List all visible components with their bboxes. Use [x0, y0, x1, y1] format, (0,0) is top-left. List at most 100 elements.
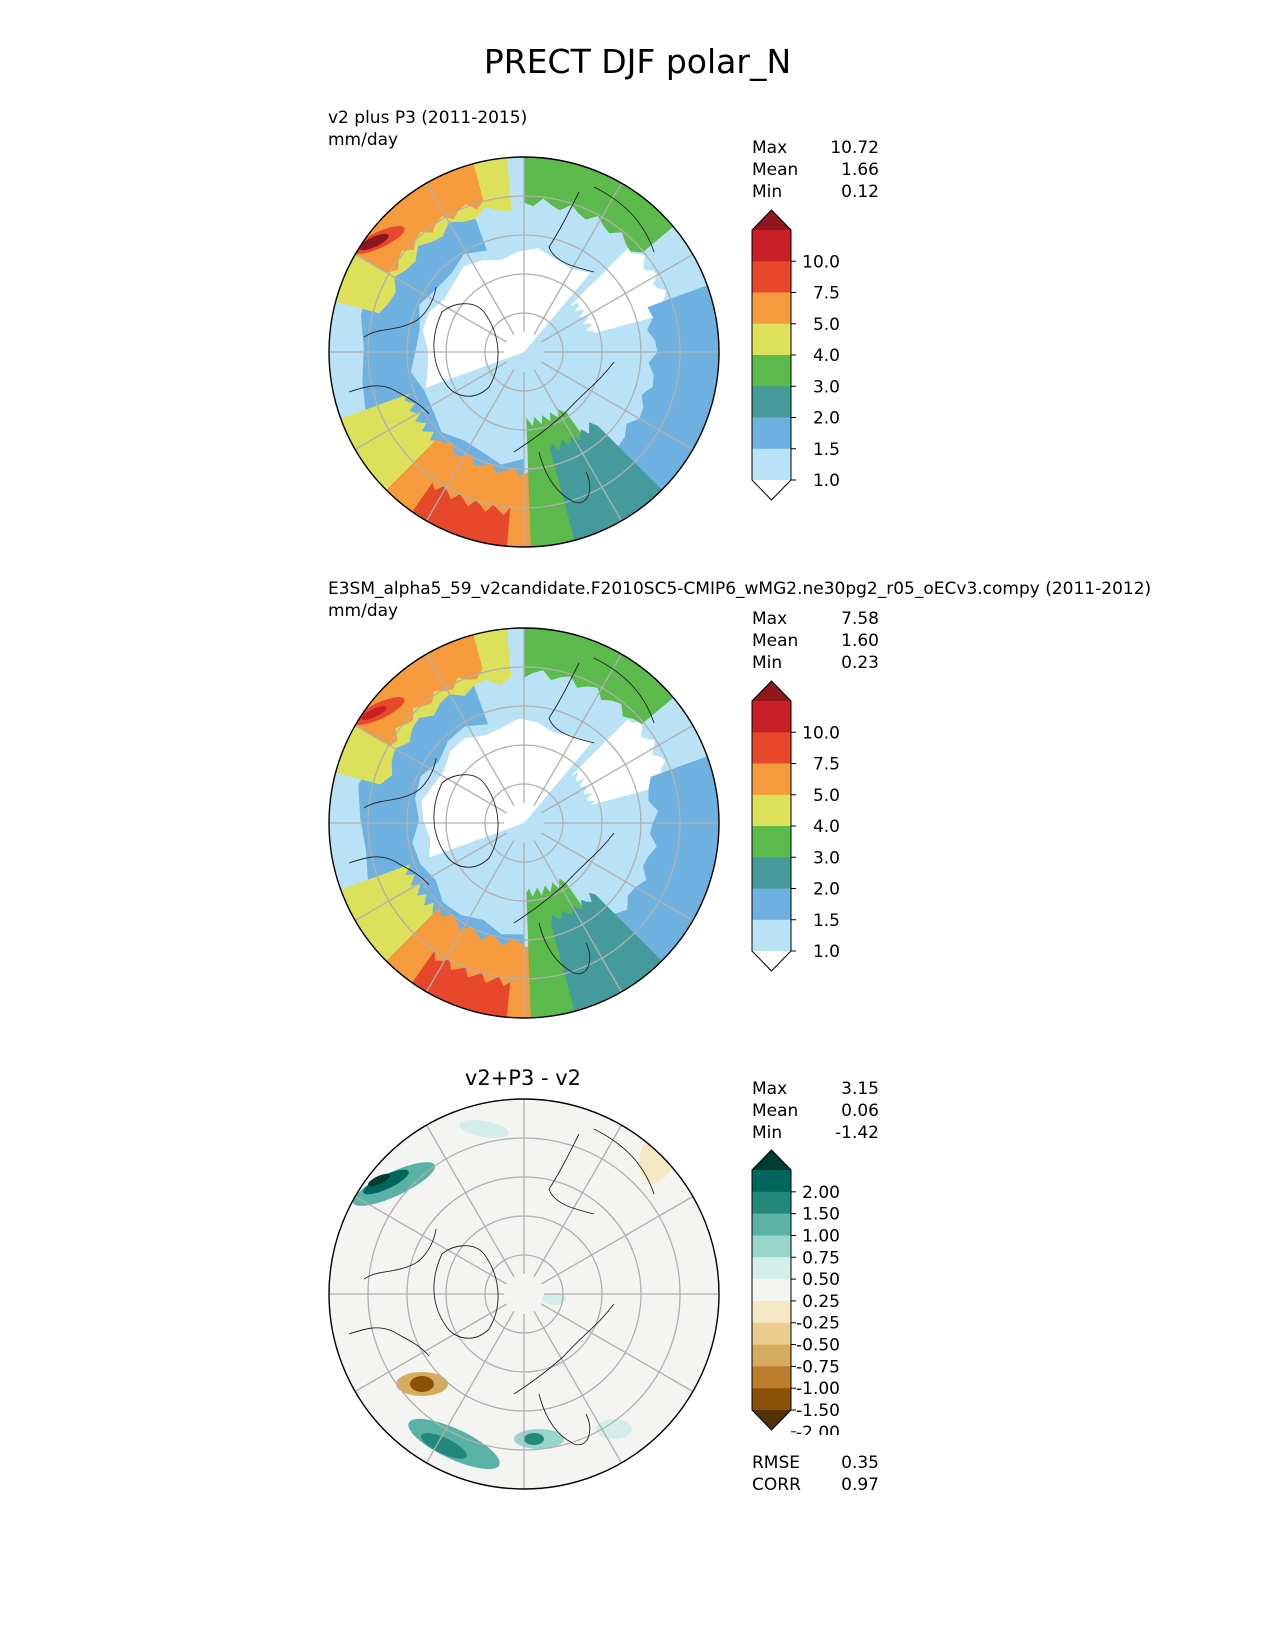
rmse-label: RMSE: [752, 1453, 801, 1473]
corr-label: CORR: [752, 1475, 801, 1495]
panel-1-stats: Max 10.72 Mean 1.66 Min 0.12: [752, 137, 879, 203]
coastline-path: [363, 757, 437, 809]
coastline-path: [348, 1327, 430, 1357]
coastline-path: [348, 856, 430, 886]
colorbar-tick-label: -1.00: [796, 1379, 840, 1399]
colorbar-box: [752, 1213, 791, 1236]
coastline-path: [513, 1303, 615, 1395]
panel-3-map: [328, 1098, 720, 1490]
colorbar-box: [752, 261, 791, 294]
colorbar-ticks: -2.00 -1.50-1.00-0.75-0.50-0.250.250.500.…: [791, 1183, 840, 1435]
colorbar-box: [752, 292, 791, 325]
panel-3-colorbar: -2.00 -1.50-1.00-0.75-0.50-0.250.250.500.…: [751, 1149, 840, 1435]
panel-2-units: mm/day: [328, 601, 399, 621]
colorbar-tick-label: 2.0: [813, 880, 840, 900]
field-region-north-atlantic: [409, 482, 511, 547]
colorbar-tick-label: 2.00: [802, 1183, 840, 1203]
coastline-path: [363, 1228, 437, 1280]
stat-min-label: Min: [752, 1123, 783, 1143]
stat-mean-value: 1.60: [841, 631, 879, 651]
coastline-path: [593, 1128, 655, 1195]
stat-min-value: 0.23: [841, 653, 879, 673]
figure-title: PRECT DJF polar_N: [483, 42, 792, 81]
colorbar-tick-label: 2.0: [813, 409, 840, 429]
panel-2-colorbar: 0.5 1.0 1.5 2.0 3.0 4.0 5.0 7.5 10.0: [751, 680, 840, 976]
colorbar-extend-min: [752, 480, 791, 500]
colorbar-tick-label: 1.5: [813, 440, 840, 460]
map-boundary: [328, 156, 720, 548]
colorbar-box: [752, 1344, 791, 1367]
meridian-line: [354, 253, 508, 343]
stat-mean-label: Mean: [752, 160, 799, 180]
field-region-greenland-coast: [524, 628, 678, 725]
meridian-line: [540, 832, 694, 922]
diff-region-north-pacific: [363, 1169, 409, 1195]
meridian-line: [354, 1303, 508, 1393]
meridian-line: [533, 1124, 623, 1278]
meridian-line: [425, 182, 515, 336]
colorbar-tick-label: 4.0: [813, 817, 840, 837]
colorbar-extend-max: [752, 681, 791, 701]
colorbar-box: [752, 1279, 791, 1302]
colorbar-box: [752, 826, 791, 858]
field-region-greenland-coast: [524, 157, 678, 253]
field-region-arctic-ocean: [422, 248, 591, 388]
colorbar-tick-label: 0.25: [802, 1292, 840, 1312]
colorbar-ticks: 0.5 1.0 1.5 2.0 3.0 4.0 5.0 7.5 10.0: [791, 252, 840, 505]
colorbar-box: [752, 1170, 791, 1193]
colorbar-tick-label: 1.0: [813, 942, 840, 962]
coastline-path: [548, 1133, 595, 1215]
colorbar-box: [752, 1322, 791, 1346]
colorbar-tick-label: 10.0: [802, 723, 840, 743]
coastline-path: [538, 1393, 591, 1446]
diff-region-north-atlantic: [421, 1433, 467, 1459]
colorbar-tick-label: -0.75: [796, 1357, 840, 1377]
stat-min-value: -1.42: [835, 1123, 879, 1143]
stat-max-label: Max: [752, 609, 788, 629]
coastline-path: [513, 832, 615, 924]
meridian-line: [540, 1303, 694, 1393]
colorbar-box: [752, 386, 791, 419]
colorbar-boxes: [752, 681, 791, 971]
coastline-path: [548, 191, 595, 273]
field-region-arctic-ocean: [570, 245, 674, 334]
colorbar-box: [752, 1235, 791, 1258]
meridian-line: [425, 1124, 515, 1278]
colorbar-tick-label: 3.0: [813, 377, 840, 397]
colorbar-box: [752, 355, 791, 387]
colorbar-tick-label: 7.5: [813, 755, 840, 775]
stat-max-value: 10.72: [830, 138, 879, 158]
colorbar-tick-label: 0.5: [813, 973, 840, 976]
colorbar-ticks: 0.5 1.0 1.5 2.0 3.0 4.0 5.0 7.5 10.0: [791, 723, 840, 976]
meridian-line: [540, 724, 694, 814]
panel-2-case-name: E3SM_alpha5_59_v2candidate.F2010SC5-CMIP…: [328, 579, 1152, 599]
stat-max-label: Max: [752, 1079, 788, 1099]
colorbar-box: [752, 919, 791, 952]
colorbar-box: [752, 1300, 791, 1324]
colorbar-tick-label: 7.5: [813, 284, 840, 304]
panel-2-title: E3SM_alpha5_59_v2candidate.F2010SC5-CMIP…: [328, 578, 1151, 622]
colorbar-box: [752, 857, 791, 890]
diff-region-arctic: [459, 1120, 509, 1138]
colorbar-tick-label: 5.0: [813, 786, 840, 806]
map-boundary: [328, 627, 720, 1019]
coastline-path: [348, 385, 430, 415]
coastline-path: [548, 662, 595, 744]
coastlines: [348, 186, 655, 504]
field-region-arctic-ocean: [571, 719, 672, 806]
colorbar-tick-label: 1.5: [813, 911, 840, 931]
colorbar-box: [752, 701, 791, 733]
coastline-path: [513, 361, 615, 453]
panel-3-stats: Max 3.15 Mean 0.06 Min -1.42: [752, 1078, 879, 1144]
meridian-line: [540, 253, 694, 343]
colorbar-box: [752, 888, 791, 921]
field-region-north-atlantic-max: [359, 233, 389, 251]
colorbar-tick-label: 0.75: [802, 1248, 840, 1268]
coastline-path: [363, 286, 437, 338]
stat-min-value: 0.12: [841, 182, 879, 202]
coastline-path: [593, 186, 655, 253]
colorbar-box: [752, 763, 791, 796]
colorbar-extend-max: [752, 210, 791, 230]
meridian-line: [533, 368, 623, 522]
meridian-line: [425, 653, 515, 807]
